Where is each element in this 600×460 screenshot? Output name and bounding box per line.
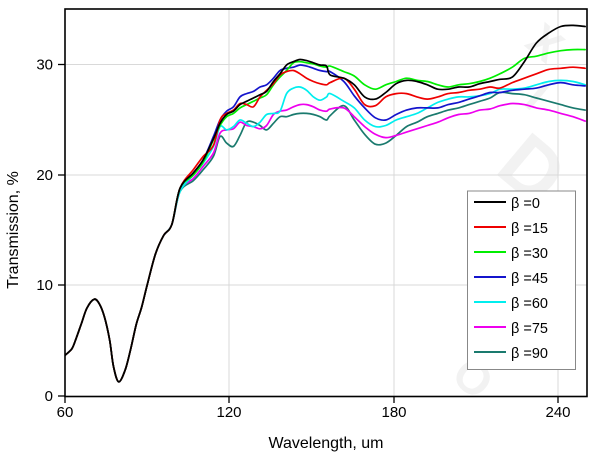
svg-text:Wavelength, um: Wavelength, um xyxy=(268,435,383,452)
svg-text:120: 120 xyxy=(216,404,241,421)
svg-text:0: 0 xyxy=(45,388,53,405)
svg-text:180: 180 xyxy=(381,404,406,421)
svg-text:Transmission, %: Transmission, % xyxy=(5,171,22,289)
svg-text:β =30: β =30 xyxy=(511,246,548,262)
svg-text:β =45: β =45 xyxy=(511,271,548,287)
svg-text:60: 60 xyxy=(57,404,74,421)
svg-text:β =15: β =15 xyxy=(511,221,548,237)
svg-text:10: 10 xyxy=(36,277,53,294)
svg-text:30: 30 xyxy=(36,57,53,74)
svg-text:β =90: β =90 xyxy=(511,346,548,362)
svg-text:β =75: β =75 xyxy=(511,321,548,337)
svg-text:20: 20 xyxy=(36,167,53,184)
svg-text:β =0: β =0 xyxy=(511,196,540,212)
svg-text:240: 240 xyxy=(545,404,570,421)
svg-text:β =60: β =60 xyxy=(511,296,548,312)
